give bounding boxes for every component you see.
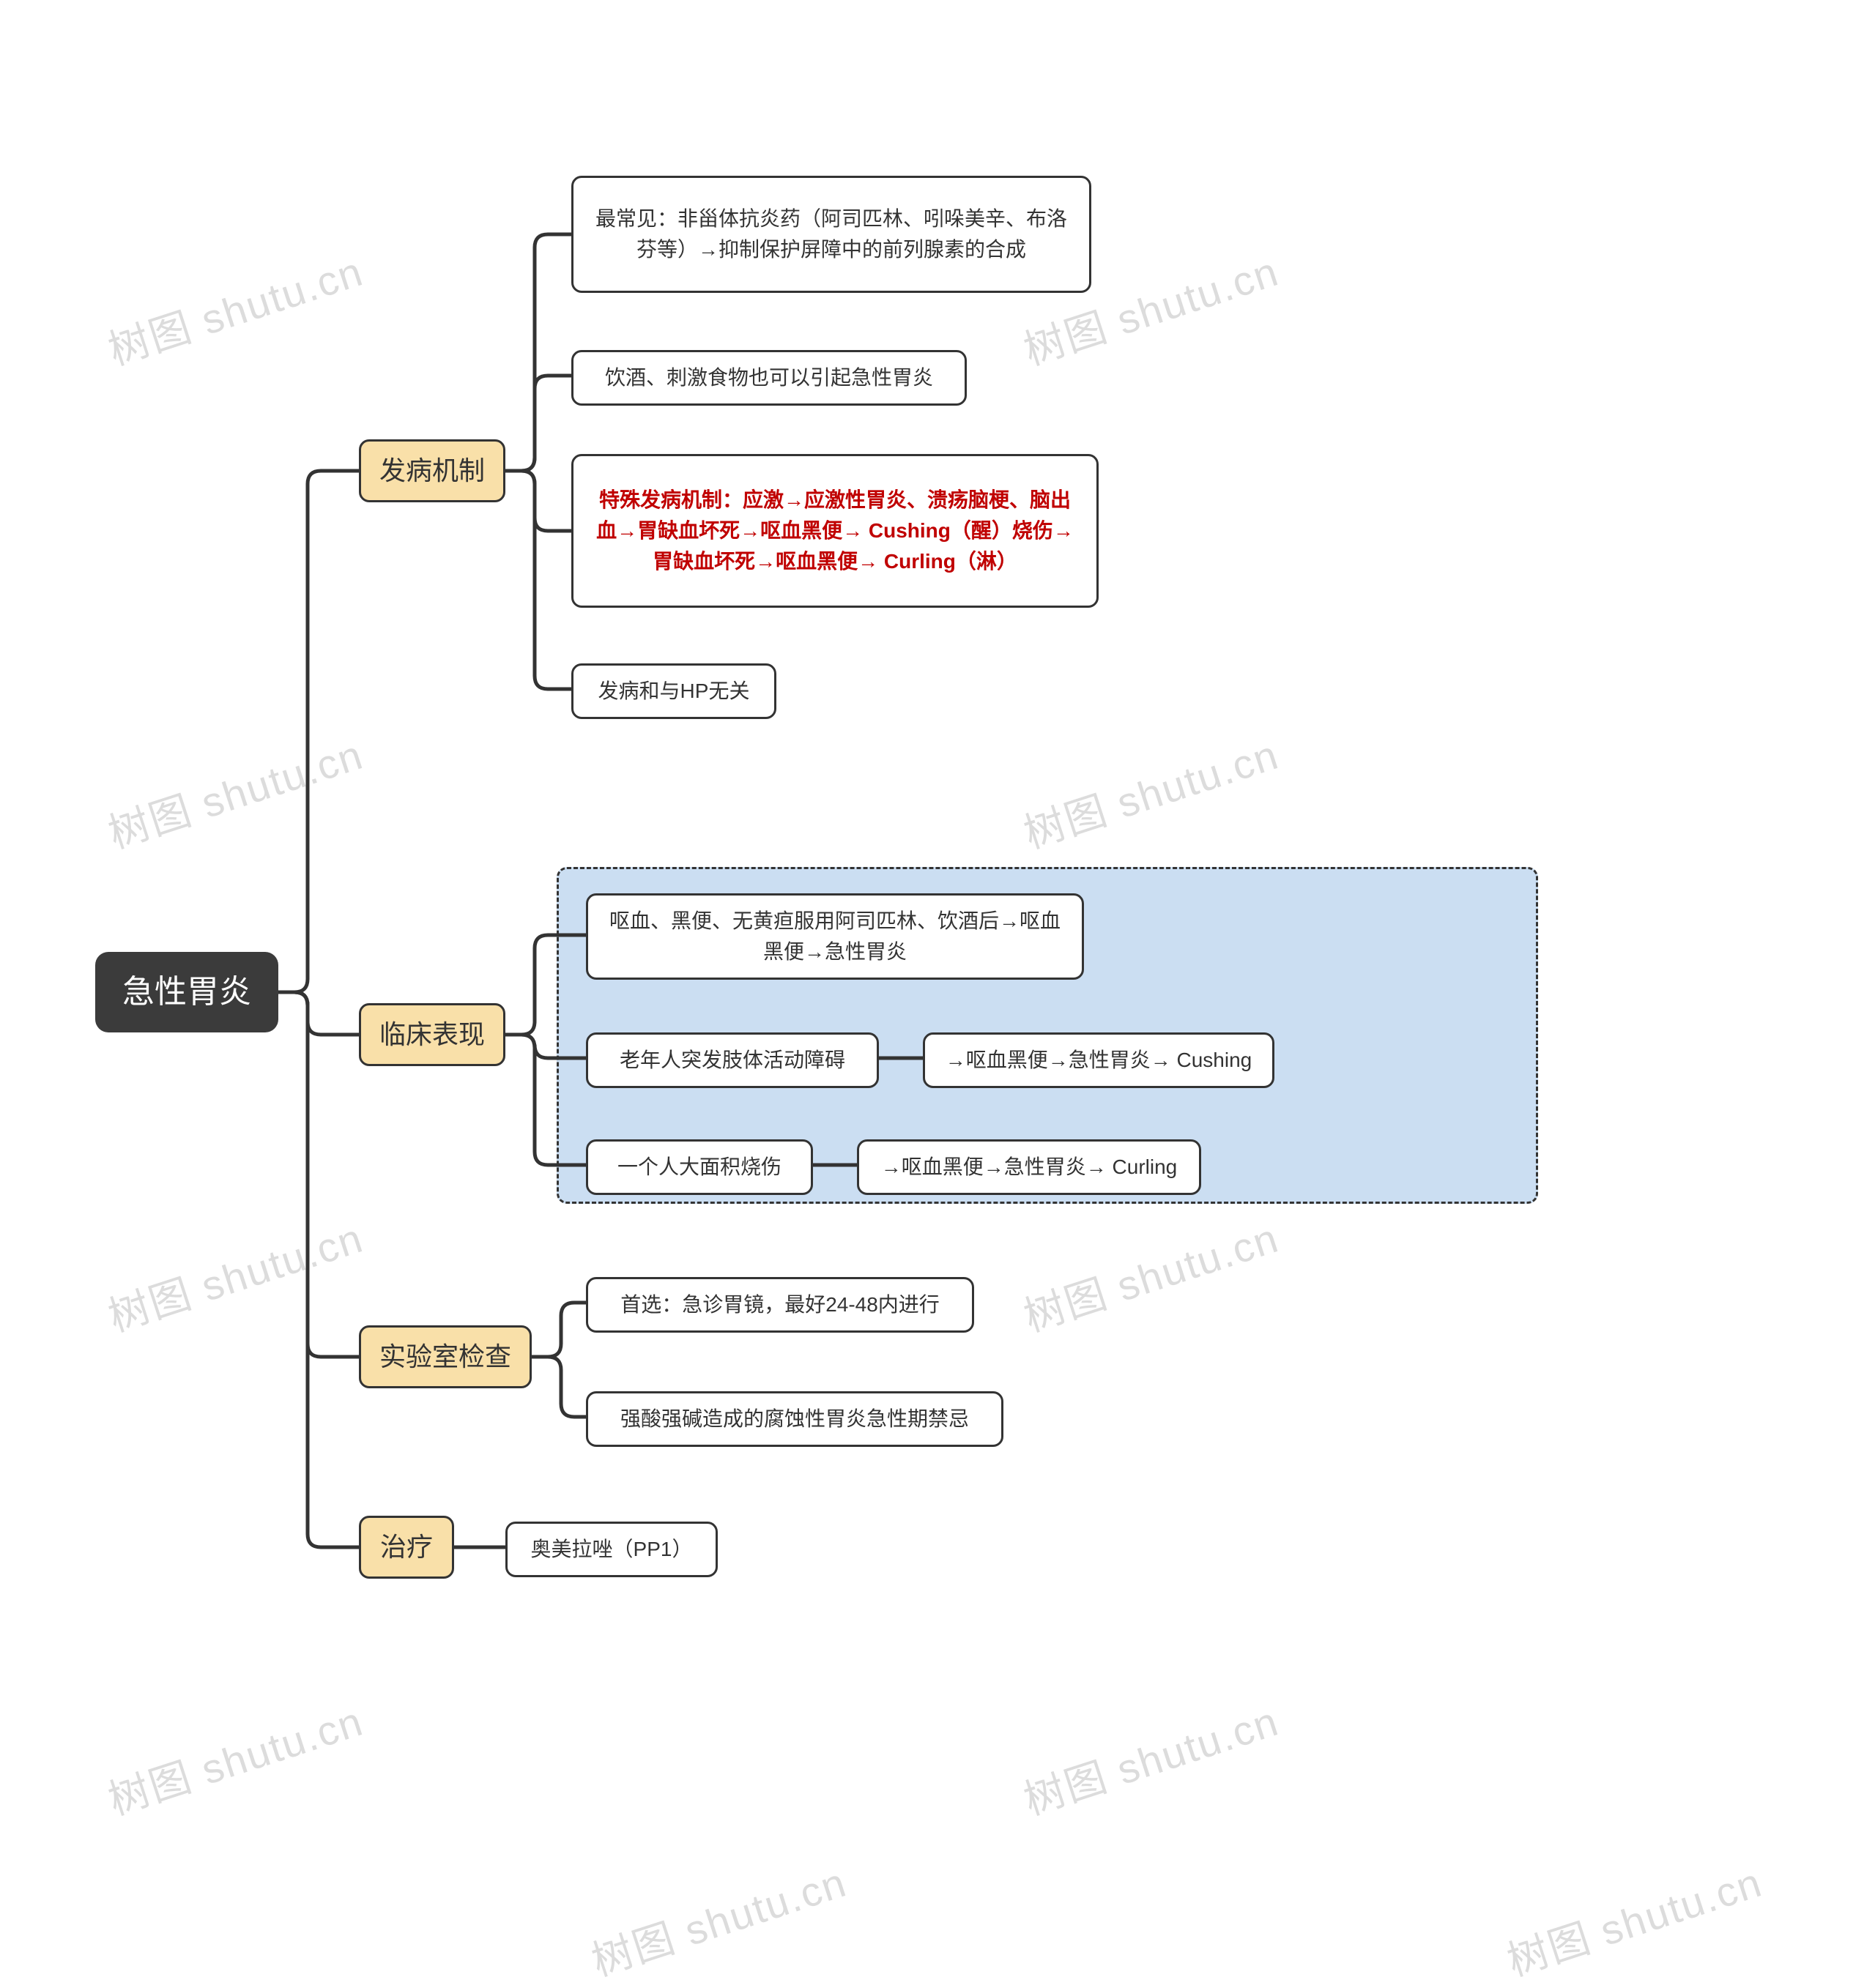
leaf-node: 特殊发病机制：应激→应激性胃炎、溃疡脑梗、脑出血→胃缺血坏死→呕血黑便→ Cus… [571,454,1099,608]
leaf-node: 呕血、黑便、无黄疸服用阿司匹林、饮酒后→呕血黑便→急性胃炎 [586,893,1084,980]
leaf-node: 老年人突发肢体活动障碍 [586,1032,879,1088]
root-node: 急性胃炎 [95,952,278,1032]
leaf-node: 首选：急诊胃镜，最好24-48内进行 [586,1277,974,1333]
leaf-node: 饮酒、刺激食物也可以引起急性胃炎 [571,350,967,406]
leaf-node: 发病和与HP无关 [571,663,776,719]
watermark: 树图 shutu.cn [100,1689,370,1827]
watermark: 树图 shutu.cn [100,722,370,860]
branch-node: 临床表现 [359,1003,505,1066]
branch-node: 治疗 [359,1516,454,1579]
leaf-node: 奥美拉唑（PP1） [505,1522,718,1577]
watermark: 树图 shutu.cn [1499,1850,1769,1988]
watermark: 树图 shutu.cn [1015,722,1285,860]
branch-node: 发病机制 [359,439,505,502]
leaf-chain-node: →呕血黑便→急性胃炎→ Cushing [923,1032,1274,1088]
watermark: 树图 shutu.cn [1015,1205,1285,1344]
leaf-node: 一个人大面积烧伤 [586,1139,813,1195]
watermark: 树图 shutu.cn [100,239,370,377]
branch-node: 实验室检查 [359,1325,532,1388]
leaf-node: 最常见：非甾体抗炎药（阿司匹林、吲哚美辛、布洛芬等）→抑制保护屏障中的前列腺素的… [571,176,1091,293]
watermark: 树图 shutu.cn [583,1850,853,1988]
watermark: 树图 shutu.cn [1015,1689,1285,1827]
leaf-node: 强酸强碱造成的腐蚀性胃炎急性期禁忌 [586,1391,1003,1447]
watermark: 树图 shutu.cn [100,1205,370,1344]
leaf-chain-node: →呕血黑便→急性胃炎→ Curling [857,1139,1201,1195]
